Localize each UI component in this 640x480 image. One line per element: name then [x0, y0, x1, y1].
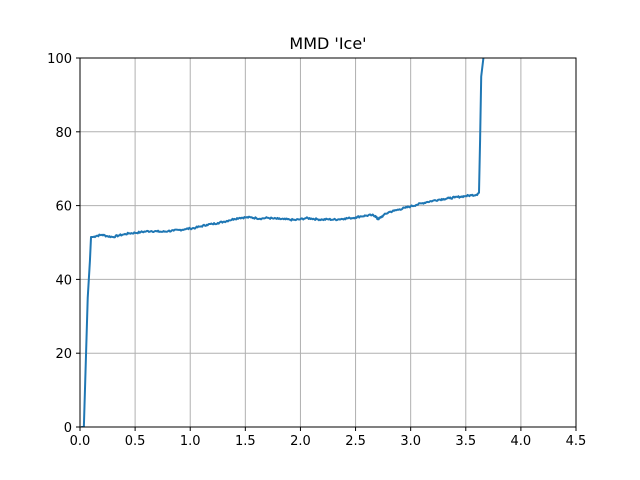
x-tick-label: 1.0: [180, 434, 201, 449]
x-tick-label: 4.0: [511, 434, 532, 449]
y-tick-label: 60: [55, 200, 72, 215]
series-layer: [81, 58, 485, 427]
x-tick-label: 2.0: [290, 434, 311, 449]
tick-layer: 0.0 0.5 1.0 1.5 2.0 2.5 3.0 3.5 4.0 4.5 0 20 40 60 80 1…: [47, 52, 586, 449]
series-line: [81, 58, 485, 427]
x-tick-label: 0.0: [70, 434, 91, 449]
chart-title: MMD 'Ice': [289, 34, 366, 53]
y-tick-label: 80: [55, 126, 72, 141]
x-tick-label: 3.5: [455, 434, 476, 449]
x-tick-label: 4.5: [566, 434, 587, 449]
y-tick-label: 40: [55, 273, 72, 288]
x-tick-label: 2.5: [345, 434, 366, 449]
x-tick-label: 3.0: [400, 434, 421, 449]
y-tick-label: 0: [64, 421, 72, 436]
x-tick-label: 1.5: [235, 434, 256, 449]
x-tick-label: 0.5: [125, 434, 146, 449]
axes-frame: [79, 57, 577, 428]
y-tick-label: 100: [47, 52, 72, 67]
y-tick-label: 20: [55, 347, 72, 362]
